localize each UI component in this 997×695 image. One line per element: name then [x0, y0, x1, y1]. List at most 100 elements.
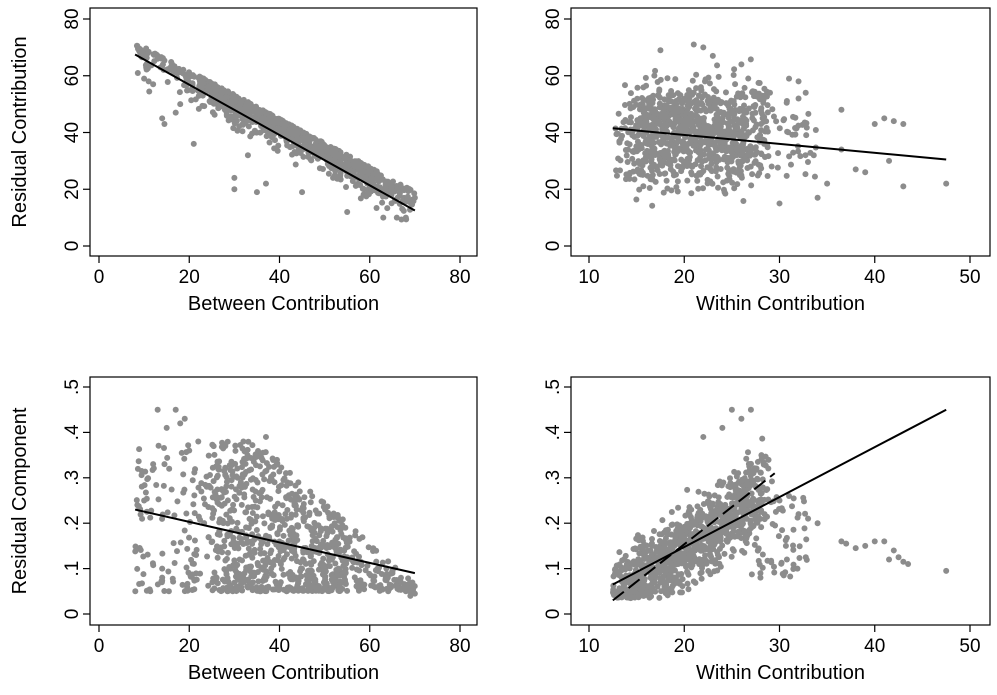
scatter-point	[132, 543, 139, 550]
scatter-point	[670, 544, 677, 551]
scatter-point	[723, 177, 730, 184]
scatter-point	[728, 500, 735, 507]
scatter-point	[677, 537, 684, 544]
scatter-point	[733, 501, 740, 508]
scatter-point	[747, 521, 754, 528]
scatter-point	[705, 567, 712, 574]
scatter-point	[651, 72, 658, 79]
scatter-point	[719, 115, 726, 122]
scatter-point	[635, 574, 642, 581]
scatter-point	[283, 494, 290, 501]
scatter-point	[159, 115, 166, 122]
scatter-point	[330, 174, 337, 181]
scatter-point	[190, 140, 197, 147]
scatter-point	[759, 551, 766, 558]
scatter-point	[656, 569, 663, 576]
scatter-point	[712, 560, 719, 567]
scatter-point	[743, 515, 750, 522]
scatter-point	[700, 44, 707, 51]
scatter-point	[714, 482, 721, 489]
scatter-point	[234, 465, 241, 472]
x-axis-title: Between Contribution	[188, 662, 379, 684]
x-axis-title: Between Contribution	[188, 293, 379, 315]
scatter-point	[147, 588, 154, 595]
scatter-point	[136, 581, 143, 588]
scatter-point	[721, 550, 728, 557]
scatter-point	[642, 150, 649, 157]
scatter-point	[812, 127, 819, 134]
scatter-point	[364, 562, 371, 569]
scatter-point	[238, 539, 245, 546]
scatter-point	[260, 566, 267, 573]
scatter-point	[730, 494, 737, 501]
scatter-point	[281, 554, 288, 561]
scatter-point	[255, 562, 262, 569]
scatter-point	[660, 189, 667, 196]
scatter-point	[247, 583, 254, 590]
fit-line	[612, 127, 947, 161]
scatter-point	[224, 533, 231, 540]
scatter-point	[670, 172, 677, 179]
scatter-point	[765, 496, 772, 503]
scatter-point	[795, 148, 802, 155]
scatter-point	[332, 577, 339, 584]
scatter-point	[264, 541, 271, 548]
scatter-point	[370, 548, 377, 555]
scatter-point	[735, 478, 742, 485]
x-tick-label: 50	[959, 267, 980, 288]
scatter-point	[699, 513, 706, 520]
scatter-point	[657, 76, 664, 83]
scatter-point	[143, 66, 150, 73]
scatter-point	[171, 559, 178, 566]
scatter-point	[814, 194, 821, 201]
scatter-point	[681, 523, 688, 530]
scatter-point	[757, 570, 764, 577]
scatter-point	[300, 514, 307, 521]
scatter-point	[163, 424, 170, 431]
scatter-point	[943, 180, 950, 187]
scatter-point	[211, 451, 218, 458]
scatter-point	[668, 98, 675, 105]
scatter-point	[164, 78, 171, 85]
scatter-point	[193, 546, 200, 553]
scatter-point	[181, 527, 188, 534]
scatter-point	[622, 101, 629, 108]
scatter-point	[375, 172, 382, 179]
scatter-point	[252, 497, 259, 504]
scatter-point	[142, 489, 149, 496]
scatter-point	[297, 559, 304, 566]
scatter-point	[307, 156, 314, 163]
scatter-point	[668, 104, 675, 111]
scatter-point	[341, 547, 348, 554]
scatter-point	[308, 526, 315, 533]
scatter-point	[259, 513, 266, 520]
scatter-point	[695, 120, 702, 127]
scatter-point	[312, 146, 319, 153]
scatter-point	[262, 468, 269, 475]
scatter-point	[214, 554, 221, 561]
scatter-point	[739, 90, 746, 97]
scatter-point	[240, 574, 247, 581]
scatter-point	[624, 158, 631, 165]
scatter-point	[665, 92, 672, 99]
scatter-point	[193, 570, 200, 577]
scatter-point	[652, 67, 659, 74]
x-tick-label: 60	[359, 267, 380, 288]
scatter-point	[289, 576, 296, 583]
scatter-point	[748, 571, 755, 578]
scatter-point	[701, 105, 708, 112]
scatter-point	[732, 521, 739, 528]
scatter-point	[743, 455, 750, 462]
scatter-point	[676, 580, 683, 587]
scatter-point	[223, 474, 230, 481]
scatter-point	[275, 142, 282, 149]
scatter-point	[187, 573, 194, 580]
scatter-point	[649, 167, 656, 174]
scatter-point	[783, 556, 790, 563]
scatter-point	[247, 549, 254, 556]
scatter-point	[327, 514, 334, 521]
scatter-point	[248, 520, 255, 527]
scatter-point	[741, 487, 748, 494]
scatter-point	[700, 500, 707, 507]
scatter-point	[616, 549, 623, 556]
